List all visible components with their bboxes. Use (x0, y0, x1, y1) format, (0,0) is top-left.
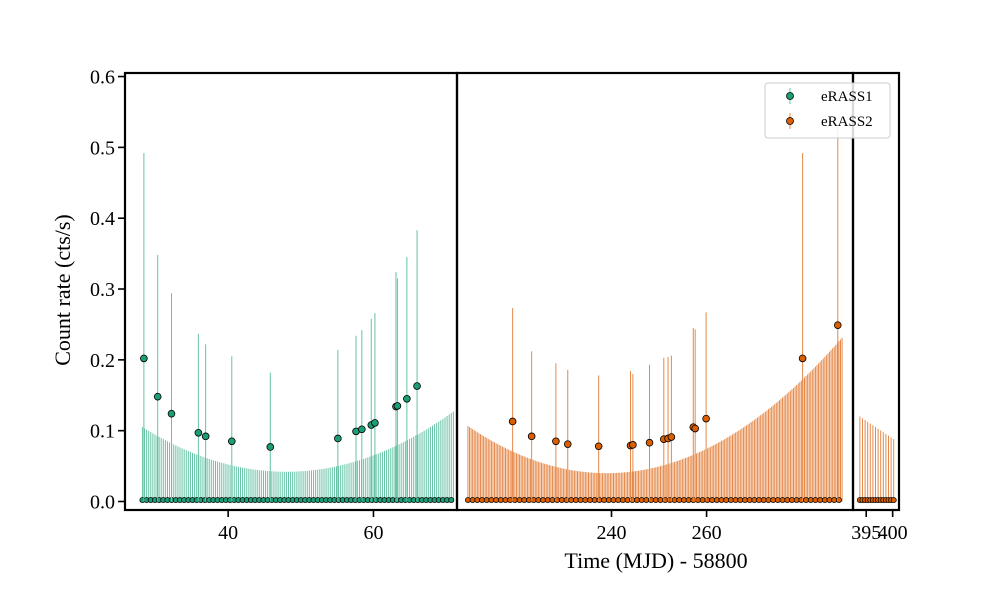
detection-point (140, 354, 148, 363)
x-tick-label: 395 (851, 522, 881, 544)
detection-point (266, 443, 275, 451)
detection-point (167, 409, 176, 418)
legend-label-erass2: eRASS2 (821, 114, 873, 130)
detection-point (563, 440, 572, 448)
panel-frame (851, 71, 901, 512)
x-tick-label: 60 (363, 522, 383, 544)
detection-point (594, 442, 603, 451)
detection-point (403, 395, 411, 403)
y-tick-label: 0.4 (90, 208, 115, 230)
y-axis-title: Count rate (cts/s) (50, 214, 75, 366)
detection-point (527, 432, 536, 441)
detection-point (358, 425, 366, 434)
x-tick-label: 240 (597, 522, 627, 544)
y-tick-label: 0.2 (90, 350, 115, 372)
legend-marker-erass2 (786, 117, 794, 125)
x-tick-label: 260 (692, 522, 722, 544)
non-detection-point (835, 497, 842, 504)
x-tick-label: 40 (218, 522, 238, 544)
non-detection-point (448, 497, 455, 504)
data-marks (139, 126, 897, 504)
y-tick-label: 0.6 (90, 67, 115, 89)
x-axis-title: Time (MJD) - 58800 (564, 548, 747, 573)
panel-frames (123, 71, 901, 512)
detection-point (371, 419, 379, 427)
detection-point (629, 441, 637, 449)
y-tick-label: 0.3 (90, 279, 115, 301)
detection-point (667, 433, 676, 441)
y-tick-label: 0.0 (90, 492, 115, 514)
detection-point (227, 437, 236, 446)
detection-point (691, 424, 699, 433)
detection-point (798, 354, 807, 363)
detection-point (334, 434, 342, 443)
legend-label-erass1: eRASS1 (821, 89, 873, 105)
detection-point (645, 438, 654, 447)
detection-point (194, 428, 203, 437)
y-tick-label: 0.1 (90, 421, 115, 443)
non-detection-point (890, 497, 897, 504)
detection-point (552, 437, 560, 446)
detection-point (833, 321, 842, 329)
detection-point (201, 432, 210, 441)
y-tick-label: 0.5 (90, 137, 115, 159)
legend-marker-erass1 (786, 92, 794, 100)
detection-point (413, 382, 421, 390)
legend: eRASS1 eRASS2 (764, 82, 891, 139)
x-tick-label: 400 (878, 522, 908, 544)
detection-point (153, 392, 162, 401)
legend-frame (764, 82, 891, 139)
detection-point (393, 402, 402, 410)
detection-point (508, 417, 517, 426)
detection-point (702, 414, 710, 423)
